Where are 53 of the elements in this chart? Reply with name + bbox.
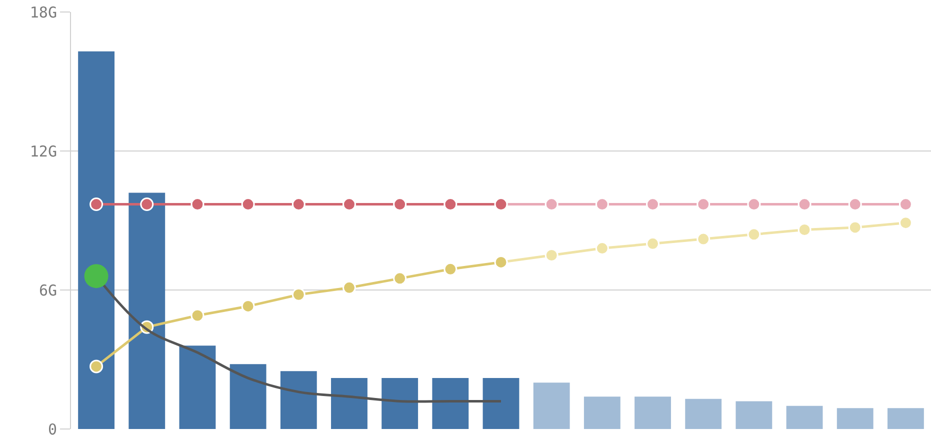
point bbox=[848, 220, 862, 234]
bar bbox=[836, 408, 874, 429]
point bbox=[646, 198, 660, 212]
point bbox=[342, 280, 356, 294]
point bbox=[798, 198, 812, 212]
point bbox=[798, 223, 812, 237]
point bbox=[544, 198, 558, 212]
bar bbox=[736, 401, 772, 429]
bar bbox=[331, 378, 368, 429]
point bbox=[898, 198, 912, 212]
point bbox=[848, 198, 862, 212]
bar bbox=[280, 371, 317, 429]
point bbox=[190, 308, 204, 322]
bar bbox=[887, 408, 924, 429]
point bbox=[292, 288, 306, 302]
bar bbox=[786, 406, 823, 429]
point bbox=[747, 228, 761, 242]
point bbox=[544, 248, 558, 262]
point bbox=[190, 198, 204, 212]
bar bbox=[584, 396, 620, 429]
bar bbox=[432, 378, 469, 429]
bar bbox=[230, 364, 266, 429]
bar bbox=[533, 382, 570, 429]
point bbox=[84, 264, 108, 288]
bar bbox=[128, 192, 166, 429]
point bbox=[444, 262, 458, 276]
point bbox=[696, 232, 710, 246]
y-tick-label: 12G bbox=[30, 142, 57, 160]
bar bbox=[482, 378, 520, 429]
point bbox=[241, 198, 255, 212]
y-tick-label: 6G bbox=[38, 281, 57, 300]
point bbox=[646, 236, 660, 250]
point bbox=[342, 198, 356, 212]
point bbox=[90, 198, 104, 212]
bar bbox=[179, 346, 216, 429]
point bbox=[595, 198, 609, 212]
point bbox=[747, 198, 761, 212]
point bbox=[140, 198, 154, 212]
point bbox=[696, 198, 710, 212]
bar bbox=[78, 51, 115, 429]
bar bbox=[382, 378, 418, 429]
y-tick-label: 18G bbox=[30, 3, 57, 22]
y-tick-label: 0 bbox=[48, 420, 57, 438]
point bbox=[898, 216, 912, 230]
point bbox=[241, 299, 255, 313]
point bbox=[595, 242, 609, 256]
point bbox=[393, 272, 407, 286]
point bbox=[444, 198, 458, 212]
point bbox=[90, 360, 104, 374]
point bbox=[292, 198, 306, 212]
bar bbox=[634, 396, 671, 429]
bar bbox=[685, 398, 722, 429]
point bbox=[393, 198, 407, 212]
